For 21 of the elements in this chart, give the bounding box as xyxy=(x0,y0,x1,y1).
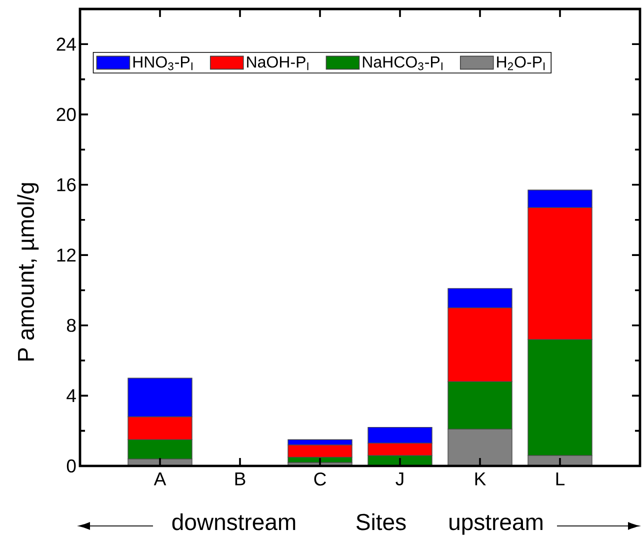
legend-label: NaOH-P$_{I}$ xyxy=(247,56,308,70)
y-tick-label: 0 xyxy=(66,459,76,473)
x-tick-label: C xyxy=(314,472,326,486)
y-tick-label: 8 xyxy=(66,318,76,332)
legend-label: H$_{2}$O-P$_{I}$ xyxy=(497,56,545,70)
text: upstream xyxy=(450,515,542,535)
x-tick-label: A xyxy=(154,472,166,486)
legend-label: HNO$_{3}$-P$_{I}$ xyxy=(133,56,192,70)
x-tick-label: K xyxy=(475,472,486,486)
y-tick-label: 20 xyxy=(56,108,76,122)
y-tick-label: 24 xyxy=(56,38,76,51)
x-axis-title: Sites xyxy=(356,513,406,530)
legend-label: NaHCO$_{3}$-P$_{I}$ xyxy=(362,56,442,70)
y-tick-label: 16 xyxy=(57,178,76,192)
text: downstream xyxy=(172,513,296,530)
y-axis-title: P amount, µmol/g xyxy=(17,183,39,360)
x-tick-label: B xyxy=(235,472,246,486)
x-tick-label: L xyxy=(556,472,565,486)
x-tick-label: J xyxy=(396,472,404,486)
y-tick-label: 12 xyxy=(57,248,76,262)
y-tick-label: 4 xyxy=(66,389,76,402)
